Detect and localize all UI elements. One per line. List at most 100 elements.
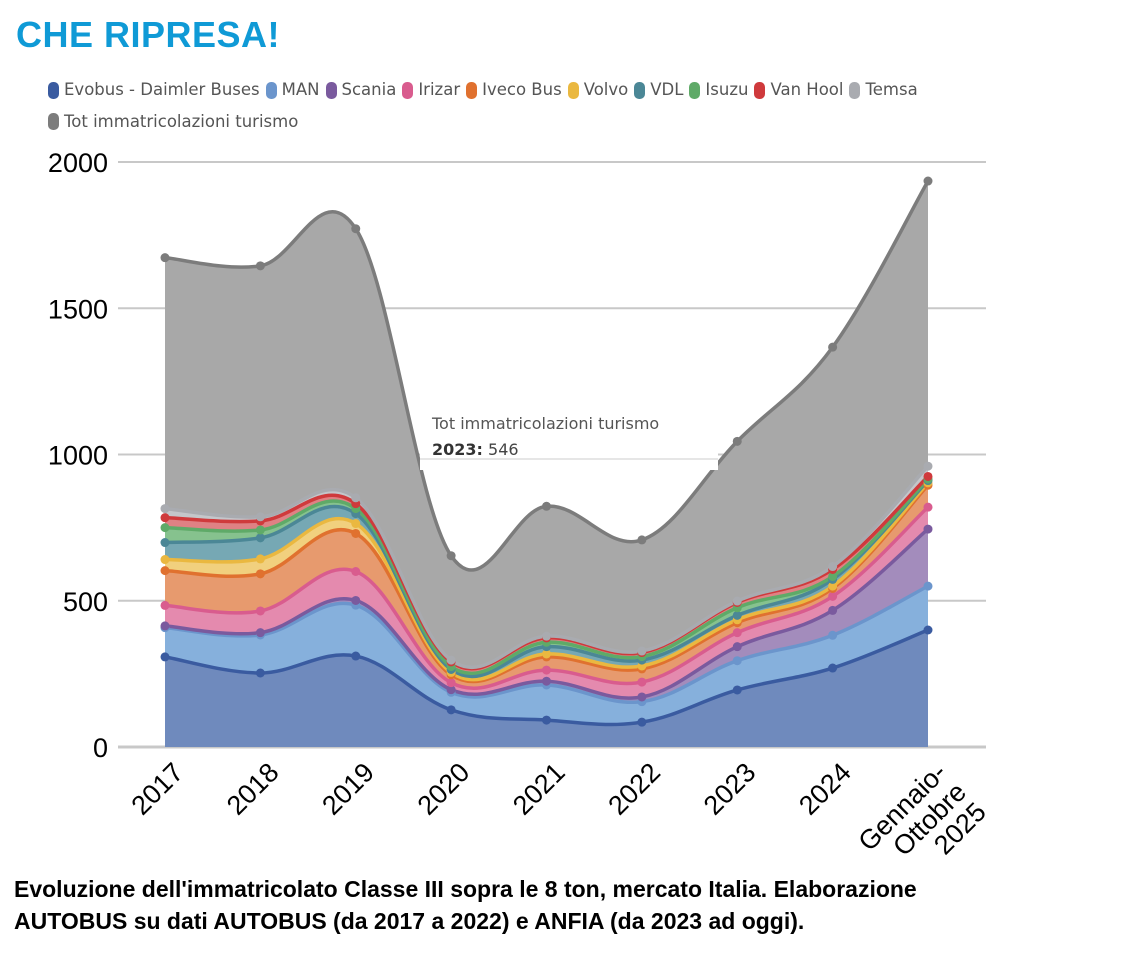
point-tot-immatricolazioni-turismo-6[interactable] <box>732 436 742 446</box>
point-isuzu-1[interactable] <box>255 525 265 535</box>
point-temsa-3[interactable] <box>446 655 456 665</box>
point-iveco-bus-2[interactable] <box>351 528 361 538</box>
point-vdl-6[interactable] <box>732 610 742 620</box>
legend-item-iveco-bus[interactable]: Iveco Bus <box>466 76 562 104</box>
point-scania-3[interactable] <box>446 685 456 695</box>
point-irizar-2[interactable] <box>351 567 361 576</box>
x-tick-line: 2019 <box>316 757 380 821</box>
legend-item-scania[interactable]: Scania <box>325 76 396 104</box>
point-evobus-daimler-buses-6[interactable] <box>732 685 742 695</box>
point-temsa-5[interactable] <box>637 646 647 656</box>
tooltip: Tot immatricolazioni turismo 2023: 546 <box>420 405 718 470</box>
point-temsa-2[interactable] <box>351 493 361 503</box>
x-tick-label: 2020 <box>412 757 476 821</box>
point-tot-immatricolazioni-turismo-5[interactable] <box>637 535 647 545</box>
point-tot-immatricolazioni-turismo-7[interactable] <box>828 342 838 352</box>
point-temsa-8[interactable] <box>923 461 933 471</box>
point-man-6[interactable] <box>732 656 742 666</box>
point-volvo-7[interactable] <box>828 581 838 591</box>
point-volvo-1[interactable] <box>255 554 265 564</box>
point-temsa-4[interactable] <box>542 631 551 641</box>
point-volvo-4[interactable] <box>542 649 551 659</box>
point-evobus-daimler-buses-1[interactable] <box>255 668 265 678</box>
x-tick-text: 2024 <box>793 757 857 821</box>
point-evobus-daimler-buses-4[interactable] <box>542 715 551 725</box>
point-van-hool-0[interactable] <box>160 513 170 523</box>
legend-item-man[interactable]: MAN <box>265 76 320 104</box>
point-tot-immatricolazioni-turismo-2[interactable] <box>351 224 361 234</box>
point-scania-5[interactable] <box>637 692 647 702</box>
point-vdl-0[interactable] <box>160 538 170 548</box>
point-evobus-daimler-buses-8[interactable] <box>923 625 933 635</box>
point-temsa-6[interactable] <box>732 596 742 606</box>
point-tot-immatricolazioni-turismo-3[interactable] <box>446 551 456 561</box>
x-tick-line: 2022 <box>602 757 666 821</box>
point-irizar-8[interactable] <box>923 502 933 512</box>
point-man-7[interactable] <box>828 630 838 640</box>
point-irizar-1[interactable] <box>255 606 265 616</box>
point-man-8[interactable] <box>923 581 933 591</box>
legend-swatch-icon <box>754 81 766 99</box>
point-evobus-daimler-buses-0[interactable] <box>160 652 170 662</box>
point-evobus-daimler-buses-2[interactable] <box>351 651 361 661</box>
point-temsa-1[interactable] <box>255 512 265 522</box>
legend-swatch-icon <box>849 81 861 99</box>
point-scania-0[interactable] <box>160 621 170 631</box>
point-tot-immatricolazioni-turismo-4[interactable] <box>542 501 551 511</box>
point-iveco-bus-1[interactable] <box>255 569 265 579</box>
legend-item-irizar[interactable]: Irizar <box>402 76 460 104</box>
legend-item-vdl[interactable]: VDL <box>634 76 683 104</box>
x-tick-text: 2017 <box>126 757 190 821</box>
x-tick-text: 2019 <box>316 757 380 821</box>
x-tick-line: 2021 <box>507 757 571 821</box>
legend-swatch-icon <box>48 113 59 130</box>
point-scania-2[interactable] <box>351 595 361 605</box>
point-irizar-7[interactable] <box>828 591 838 601</box>
point-scania-6[interactable] <box>732 642 742 652</box>
point-van-hool-8[interactable] <box>923 471 933 481</box>
point-evobus-daimler-buses-3[interactable] <box>446 705 456 715</box>
area-irizar[interactable] <box>165 507 928 699</box>
point-irizar-4[interactable] <box>542 665 551 675</box>
caption-line-1: Evoluzione dell'immatricolato Classe III… <box>14 876 917 902</box>
point-iveco-bus-0[interactable] <box>160 566 170 576</box>
point-temsa-0[interactable] <box>160 504 170 514</box>
point-irizar-0[interactable] <box>160 600 170 610</box>
legend-item-tot-immatricolazioni-turismo[interactable]: Tot immatricolazioni turismo <box>48 108 298 136</box>
legend-item-evobus-daimler-buses[interactable]: Evobus - Daimler Buses <box>48 76 260 104</box>
point-evobus-daimler-buses-5[interactable] <box>637 717 647 727</box>
x-tick-line: 2024 <box>793 757 857 821</box>
point-volvo-2[interactable] <box>351 519 361 529</box>
point-tot-immatricolazioni-turismo-1[interactable] <box>255 261 265 271</box>
point-isuzu-7[interactable] <box>828 571 838 581</box>
point-temsa-7[interactable] <box>828 562 838 572</box>
point-evobus-daimler-buses-7[interactable] <box>828 663 838 673</box>
legend-item-temsa[interactable]: Temsa <box>849 76 918 104</box>
x-tick-label: Gennaio-Ottobre2025 <box>852 757 991 862</box>
x-tick-text: 2021 <box>507 757 571 821</box>
x-tick-label: 2022 <box>602 757 666 821</box>
point-volvo-0[interactable] <box>160 555 170 565</box>
point-scania-4[interactable] <box>542 676 551 686</box>
legend-label: Irizar <box>418 80 461 99</box>
chart-legend: Evobus - Daimler Buses MAN Scania Irizar Ive… <box>48 76 1108 139</box>
legend-label: Evobus - Daimler Buses <box>64 80 260 99</box>
legend-swatch-icon <box>402 81 414 99</box>
point-isuzu-0[interactable] <box>160 523 170 533</box>
point-scania-8[interactable] <box>923 524 933 534</box>
point-irizar-3[interactable] <box>446 678 456 688</box>
x-tick-text: 2018 <box>221 757 285 821</box>
point-scania-1[interactable] <box>255 628 265 638</box>
point-irizar-5[interactable] <box>637 677 647 687</box>
point-irizar-6[interactable] <box>732 628 742 638</box>
y-tick-label: 500 <box>63 587 108 617</box>
legend-item-van-hool[interactable]: Van Hool <box>754 76 843 104</box>
point-vdl-1[interactable] <box>255 533 265 543</box>
point-tot-immatricolazioni-turismo-8[interactable] <box>923 176 933 186</box>
point-tot-immatricolazioni-turismo-0[interactable] <box>160 253 170 263</box>
point-scania-7[interactable] <box>828 605 838 615</box>
area-tot-immatricolazioni-turismo[interactable] <box>165 181 928 668</box>
x-tick-text: 2020 <box>412 757 476 821</box>
legend-item-isuzu[interactable]: Isuzu <box>689 76 748 104</box>
legend-item-volvo[interactable]: Volvo <box>567 76 628 104</box>
